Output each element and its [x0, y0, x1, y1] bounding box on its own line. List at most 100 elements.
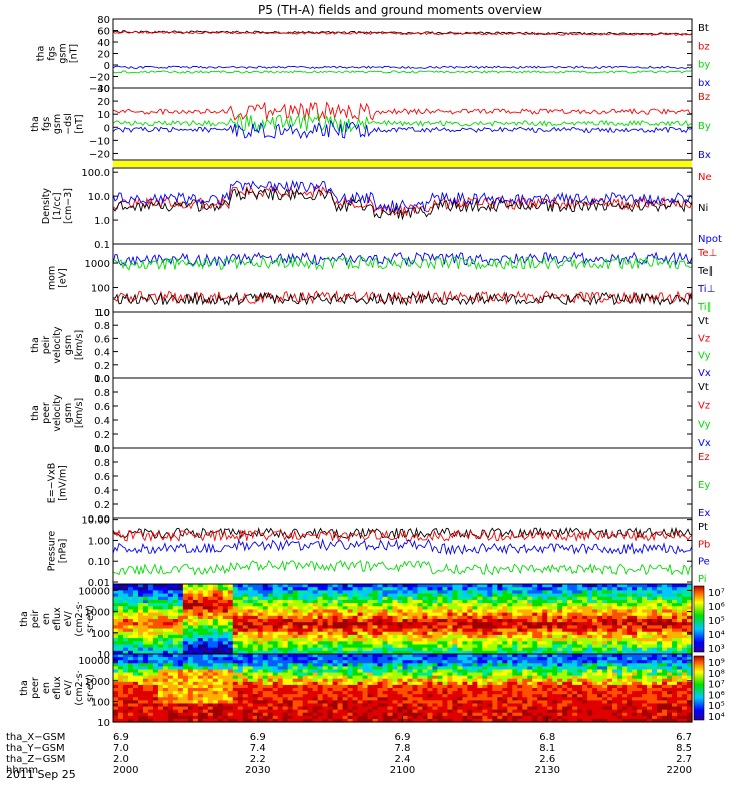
panel-7: Ez Ey Ex 1.0 0.8 0.6 0.4 0.2 0.00 E=−VxB [mV/m] [47, 444, 711, 525]
series-line-bx [112, 65, 693, 69]
y-axis-label: [km/s] [74, 330, 85, 360]
y-tick-label: 30 [97, 84, 110, 95]
y-axis-label: tha [30, 405, 41, 421]
series-line-bz [112, 30, 693, 37]
y-axis-label: (cm2·s· [74, 670, 85, 705]
legend-label: Te⊥ [697, 248, 717, 259]
x-tick-label: 6.9 [250, 732, 266, 743]
colorbar-tick-label: 10⁹ [708, 658, 725, 669]
y-tick-label: −40 [89, 84, 110, 95]
date-label: 2011 Sep 25 [6, 768, 76, 781]
y-tick-label: 0.4 [94, 486, 110, 497]
y-tick-label: 1.0 [94, 308, 110, 319]
y-axis-label: tha [30, 337, 41, 353]
x-axis-row-label: tha_X−GSM [6, 732, 65, 743]
legend-label: Vt [698, 316, 709, 327]
legend-label: Vx [698, 368, 711, 379]
series-line-Npot [112, 179, 693, 213]
y-tick-label: 0.8 [94, 321, 110, 332]
y-tick-label: 10000 [78, 586, 110, 597]
series-line-Bx [112, 119, 693, 140]
y-tick-label: 0.1 [94, 240, 110, 251]
legend-label: Ne [698, 172, 712, 183]
y-axis-label: gsm [58, 43, 69, 63]
x-tick-label: 2.6 [539, 754, 555, 765]
y-tick-label: −10 [89, 136, 110, 147]
y-axis-label: Pressure [47, 531, 58, 572]
spectrogram [113, 584, 693, 655]
panel-9: 10⁷ 10⁶ 10⁵ 10⁴ 10³ 10000 1000 100 10 tha peir en ef… [19, 583, 725, 661]
legend-label: Npot [698, 234, 722, 245]
x-tick-label: 6.9 [113, 732, 129, 743]
y-axis-label: sr·eV) [85, 605, 96, 633]
y-axis-label: [1/cc] [52, 192, 63, 219]
series-line-Ti∥ [112, 255, 693, 271]
x-axis-group: tha_X−GSM 6.9 6.9 6.9 6.8 6.7 tha_Y−GSM 7.0 7.4 7… [6, 716, 693, 776]
y-tick-label: 0.0 [94, 374, 110, 385]
x-tick-label: 2030 [245, 765, 270, 776]
panel-frame [112, 18, 693, 89]
panel-frame [112, 447, 693, 519]
y-axis-label: en [41, 682, 52, 694]
colorbar-tick-label: 10⁴ [708, 712, 725, 723]
y-tick-label: 0.0 [94, 444, 110, 455]
panel-frame [112, 311, 693, 379]
legend-label: Pb [698, 539, 710, 550]
legend-label: Bx [698, 150, 711, 161]
series-line-Ni [112, 187, 693, 221]
colorbar-tick-label: 10⁵ [708, 616, 725, 627]
legend-label: Vz [698, 333, 710, 344]
y-tick-label: 1.0 [94, 216, 110, 227]
x-tick-label: 2.2 [250, 754, 266, 765]
y-tick-label: 0.2 [94, 430, 110, 441]
series-line-by [112, 70, 693, 74]
x-axis-row-label: tha_Z−GSM [6, 754, 65, 765]
legend-label: Bt [698, 23, 709, 34]
legend-label: Vt [698, 382, 709, 393]
legend-label: Ti∥ [697, 302, 712, 313]
y-tick-label: 60 [97, 27, 110, 38]
series-line-Ti⊥ [112, 251, 693, 267]
legend-label: Ti⊥ [697, 284, 715, 295]
legend-label: Bz [698, 92, 710, 103]
y-axis-label: [nPa] [58, 539, 69, 564]
y-tick-label: 0.00 [88, 514, 110, 525]
x-tick-label: 7.8 [395, 743, 411, 754]
y-axis-label: [eV] [58, 268, 69, 288]
legend-label: Vz [698, 401, 710, 412]
legend-label: Vx [698, 438, 711, 449]
y-tick-label: 0.6 [94, 334, 110, 345]
y-tick-label: 0.4 [94, 416, 110, 427]
series-line-Bz [112, 101, 693, 122]
plot-title: P5 (TH-A) fields and ground moments over… [258, 3, 542, 17]
panel-frame [112, 377, 693, 449]
y-tick-label: 1.0 [94, 374, 110, 385]
y-axis-label: peer [41, 402, 52, 424]
series-line-By [112, 112, 693, 133]
y-tick-label: 1.0 [94, 444, 110, 455]
y-axis-label: peir [30, 610, 41, 629]
legend-label: Vy [698, 419, 711, 430]
x-tick-label: 2.0 [113, 754, 129, 765]
series-line-Te∥ [112, 291, 693, 307]
legend-label: Vy [698, 351, 711, 362]
y-axis-label: [nT] [74, 114, 85, 133]
y-tick-label: 0.4 [94, 348, 110, 359]
y-axis-label: peer [30, 677, 41, 699]
y-axis-label: gsm [63, 403, 74, 423]
y-tick-label: 80 [97, 15, 110, 26]
colorbar-tick-label: 10⁷ [708, 588, 725, 599]
legend-label: by [698, 60, 710, 71]
y-tick-label: 100 [91, 284, 110, 295]
y-tick-label: 0 [104, 123, 110, 134]
panel-frame [112, 87, 693, 161]
panel-8: Pt Pb Pe Pi 10.00 1.00 0.10 0.01 Pressure [nPa] [47, 516, 711, 589]
y-axis-label: velocity [52, 394, 63, 432]
legend-label: Pt [698, 522, 708, 533]
y-tick-label: 0.8 [94, 458, 110, 469]
x-tick-label: 6.8 [539, 732, 555, 743]
y-tick-label: 20 [97, 97, 110, 108]
y-axis-label: gsm [63, 335, 74, 355]
